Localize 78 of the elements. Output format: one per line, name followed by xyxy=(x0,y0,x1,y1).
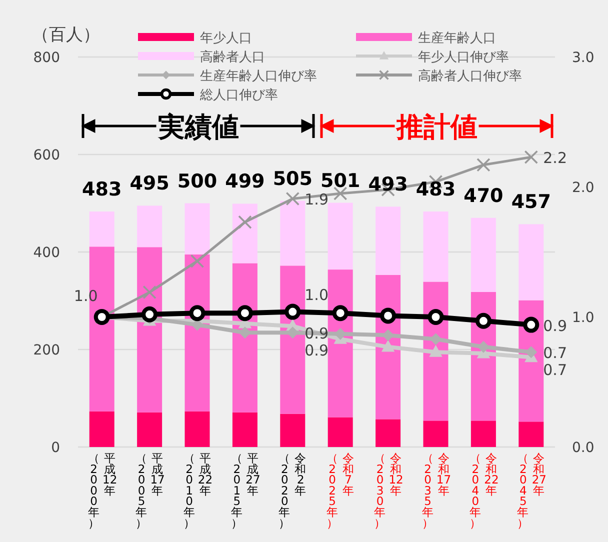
bar xyxy=(280,200,306,266)
point xyxy=(380,308,396,324)
point xyxy=(284,304,301,320)
bar xyxy=(518,422,544,447)
legend-label: 生産年齢人口伸び率 xyxy=(200,68,317,84)
point xyxy=(189,305,206,322)
y-tick-label: 600 xyxy=(33,148,60,164)
y-tick-label: 800 xyxy=(33,50,60,66)
bar xyxy=(423,212,448,282)
y-axis-title: （百人） xyxy=(32,25,100,45)
point xyxy=(524,150,538,164)
point xyxy=(475,312,492,329)
data-label: 0.9 xyxy=(304,324,329,343)
point xyxy=(238,215,252,229)
bar xyxy=(232,204,258,264)
data-label: 2.2 xyxy=(543,149,568,168)
bar xyxy=(280,414,306,447)
legend-label: 高齢者人口 xyxy=(200,49,265,65)
legend-label: 総人口伸び率 xyxy=(199,87,278,103)
point xyxy=(236,305,253,322)
total-label: 483 xyxy=(82,178,122,201)
bar xyxy=(232,412,258,447)
total-label: 500 xyxy=(177,170,218,192)
total-label: 483 xyxy=(416,178,456,201)
bar xyxy=(137,412,162,447)
legend-label: 生産年齢人口 xyxy=(418,30,496,46)
bar xyxy=(184,203,210,254)
point xyxy=(525,346,538,358)
point xyxy=(333,186,348,200)
bar xyxy=(518,224,544,300)
point xyxy=(286,192,300,206)
data-label: 1.9 xyxy=(304,190,329,209)
bar xyxy=(184,411,210,447)
point xyxy=(477,340,490,353)
bar xyxy=(89,212,114,247)
annotation: 推計値 xyxy=(395,112,478,143)
total-label: 505 xyxy=(272,168,312,190)
legend-label: 年少人口伸び率 xyxy=(418,49,509,65)
y2-tick-label: 2.0 xyxy=(572,180,594,196)
point xyxy=(332,305,348,322)
bar xyxy=(89,411,114,447)
data-label: 0.9 xyxy=(543,316,568,335)
y-tick-label: 0 xyxy=(51,440,60,456)
total-label: 495 xyxy=(130,172,170,195)
bar xyxy=(470,420,496,447)
annotation: 実績値 xyxy=(156,112,239,143)
total-label: 470 xyxy=(464,184,504,207)
point xyxy=(142,306,158,322)
total-label: 457 xyxy=(511,191,551,214)
data-label: 0.7 xyxy=(543,361,568,380)
bar xyxy=(328,417,353,447)
bar xyxy=(137,206,162,248)
point xyxy=(429,344,442,357)
point xyxy=(190,254,204,268)
bar xyxy=(328,202,353,270)
data-label: 0.9 xyxy=(304,342,329,360)
point xyxy=(430,333,442,346)
point xyxy=(523,316,540,333)
bar xyxy=(423,420,448,447)
point xyxy=(476,158,490,172)
point xyxy=(381,340,395,352)
bar xyxy=(376,206,401,275)
legend-label: 高齢者人口伸び率 xyxy=(418,68,522,84)
legend-label: 年少人口 xyxy=(200,31,252,46)
data-label: 1.0 xyxy=(304,286,329,304)
point xyxy=(428,309,444,325)
y2-tick-label: 0.0 xyxy=(572,440,594,456)
y-tick-label: 400 xyxy=(33,245,60,261)
total-label: 499 xyxy=(225,170,265,193)
point xyxy=(142,285,156,300)
bar xyxy=(470,218,496,292)
y2-tick-label: 1.0 xyxy=(572,310,594,326)
total-label: 493 xyxy=(368,174,408,196)
bar xyxy=(376,419,401,447)
y2-tick-label: 3.0 xyxy=(572,50,594,66)
y-tick-label: 200 xyxy=(33,342,60,358)
total-label: 501 xyxy=(320,170,360,192)
data-label: 0.7 xyxy=(543,344,568,362)
